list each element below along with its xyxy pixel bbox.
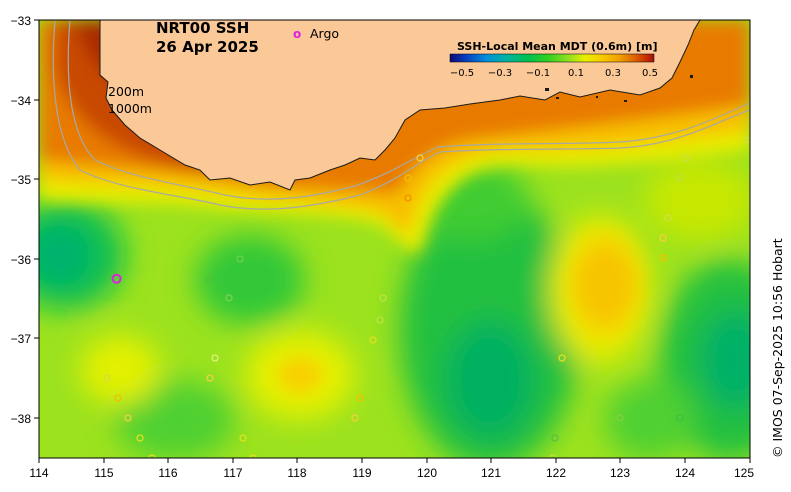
y-tick-label: −34 xyxy=(11,94,32,108)
map-date: 26 Apr 2025 xyxy=(156,38,259,56)
credit-text: © IMOS 07-Sep-2025 10:56 Hobart xyxy=(770,238,785,458)
isobath-label-200m: 200m xyxy=(108,84,144,99)
map-title: NRT00 SSH xyxy=(156,19,249,37)
plot-frame xyxy=(38,19,751,459)
colorbar: SSH-Local Mean MDT (0.6m) [m] −0.5 −0.3 … xyxy=(449,40,658,79)
ssh-high-118-core xyxy=(278,357,322,393)
argo-legend: o Argo xyxy=(293,26,339,41)
y-tick-label: −37 xyxy=(11,332,32,346)
ssh-high-east-north xyxy=(645,160,750,240)
x-tick-label: 122 xyxy=(546,466,566,480)
isobath-200m xyxy=(52,20,750,210)
y-tick-label: −33 xyxy=(11,14,32,28)
y-tick-label: −36 xyxy=(11,253,32,267)
ssh-field xyxy=(39,20,750,458)
y-axis-labels: −33 −34 −35 −36 −37 −38 xyxy=(11,14,32,426)
colorbar-tick: 0.3 xyxy=(605,68,621,79)
ssh-low-west-inner xyxy=(39,225,90,285)
x-tick-label: 118 xyxy=(287,466,306,480)
land xyxy=(99,20,701,191)
x-tick-label: 121 xyxy=(481,466,501,480)
ssh-low-south-west xyxy=(115,380,235,458)
ssh-low-123-south xyxy=(605,380,695,458)
x-tick-label: 115 xyxy=(94,466,113,480)
colorbar-tick: −0.1 xyxy=(526,68,550,79)
tick-marks xyxy=(34,19,751,463)
colorbar-title: SSH-Local Mean MDT (0.6m) [m] xyxy=(457,40,657,53)
colorbar-tick: 0.5 xyxy=(642,68,658,79)
x-tick-label: 114 xyxy=(29,466,48,480)
isobath-label-1000m: 1000m xyxy=(108,101,152,116)
island xyxy=(556,97,559,99)
ssh-low-east-inner xyxy=(700,310,750,410)
x-tick-label: 120 xyxy=(417,466,437,480)
island xyxy=(545,88,549,91)
x-tick-label: 124 xyxy=(675,466,695,480)
island xyxy=(596,96,598,98)
x-tick-label: 117 xyxy=(223,466,242,480)
colorbar-tick: −0.5 xyxy=(450,68,474,79)
x-axis-labels: 114 115 116 117 118 119 120 121 122 123 … xyxy=(29,466,754,480)
x-tick-label: 119 xyxy=(352,466,371,480)
isobath-1000m xyxy=(67,20,750,200)
y-tick-label: −35 xyxy=(11,173,32,187)
argo-legend-label: Argo xyxy=(310,26,339,41)
island xyxy=(624,100,627,102)
colorbar-tick: −0.3 xyxy=(488,68,512,79)
ssh-high-122-8-mid xyxy=(565,230,645,340)
argo-float-marker[interactable] xyxy=(111,273,122,284)
ssh-low-central-inner xyxy=(445,320,535,440)
ssh-high-115 xyxy=(80,335,160,405)
observation-dots xyxy=(103,136,750,458)
colorbar-tick: 0.1 xyxy=(568,68,584,79)
x-tick-label: 123 xyxy=(610,466,630,480)
y-tick-label: −38 xyxy=(11,412,32,426)
argo-legend-symbol: o xyxy=(293,27,301,41)
colorbar-gradient xyxy=(449,53,655,63)
x-tick-label: 116 xyxy=(158,466,177,480)
x-tick-label: 125 xyxy=(734,466,754,480)
island xyxy=(690,75,693,78)
ssh-low-117 xyxy=(195,235,305,325)
